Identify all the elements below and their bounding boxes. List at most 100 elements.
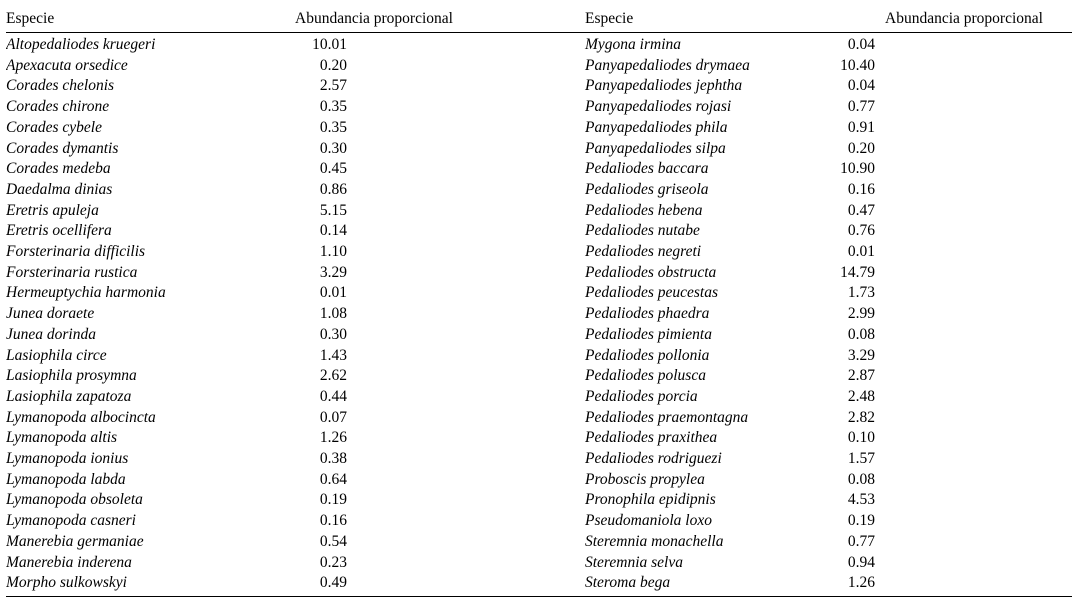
table-row: Manerebia germaniae 0.54 (6, 532, 539, 553)
table-row: Junea dorinda 0.30 (6, 325, 539, 346)
abundance-value: 0.14 (319, 222, 347, 240)
table-row: Corades medeba 0.45 (6, 159, 539, 180)
abundance-value: 0.91 (847, 118, 875, 136)
abundance-value: 0.16 (319, 512, 347, 530)
species-name: Lymanopoda ionius (6, 450, 129, 468)
table-row: Pseudomaniola loxo 0.19 (539, 511, 1072, 532)
species-name: Steremnia monachella (585, 532, 724, 550)
abundance-value: 1.26 (319, 429, 347, 447)
abundance-value: 0.64 (319, 470, 347, 488)
abundance-value: 0.01 (847, 243, 875, 261)
table-row: Lasiophila circe 1.43 (6, 346, 539, 367)
abundance-cell: 0.77 (825, 532, 1072, 553)
abundance-cell: 0.10 (825, 428, 1072, 449)
abundance-value: 0.04 (847, 36, 875, 53)
abundance-value: 0.86 (319, 180, 347, 198)
abundance-value: 0.54 (319, 532, 347, 550)
abundance-value: 0.35 (319, 118, 347, 136)
species-name: Lasiophila prosymna (6, 367, 137, 385)
table-row: Eretris apuleja 5.15 (6, 201, 539, 222)
species-name: Pedaliodes pimienta (585, 325, 712, 343)
table-row: Corades cybele 0.35 (6, 118, 539, 139)
abundance-value: 0.10 (847, 429, 875, 447)
abundance-cell: 4.53 (825, 490, 1072, 511)
abundance-cell: 2.57 (290, 76, 539, 97)
column-header-especie-right: Especie (585, 10, 634, 27)
species-name: Manerebia germaniae (6, 532, 144, 550)
column-header-abundancia-right: Abundancia proporcional (885, 10, 1043, 27)
table-row: Pedaliodes polusca 2.87 (539, 366, 1072, 387)
abundance-cell: 0.20 (825, 139, 1072, 160)
abundance-value: 0.38 (319, 450, 347, 468)
abundance-cell: 2.48 (825, 387, 1072, 408)
abundance-value: 1.26 (847, 574, 875, 592)
species-name: Proboscis propylea (585, 470, 705, 488)
table-row: Forsterinaria rustica 3.29 (6, 263, 539, 284)
abundance-cell: 5.15 (290, 201, 539, 222)
abundance-value: 0.47 (847, 201, 875, 219)
abundance-value: 0.76 (847, 222, 875, 240)
abundance-value: 2.82 (847, 408, 875, 426)
abundance-value: 4.53 (847, 491, 875, 509)
species-name: Pedaliodes hebena (585, 201, 703, 219)
abundance-cell: 2.82 (825, 408, 1072, 429)
abundance-cell: 0.16 (290, 511, 539, 532)
species-name: Forsterinaria rustica (6, 263, 138, 281)
species-name: Pedaliodes porcia (585, 387, 698, 405)
abundance-value: 3.29 (847, 346, 875, 364)
abundance-cell: 3.29 (290, 263, 539, 284)
abundance-cell: 0.86 (290, 180, 539, 201)
table-row: Proboscis propylea 0.08 (539, 470, 1072, 491)
table-row: Junea doraete 1.08 (6, 304, 539, 325)
species-name: Pedaliodes nutabe (585, 222, 700, 240)
table-row: Corades chelonis 2.57 (6, 76, 539, 97)
table-row: Panyapedaliodes rojasi 0.77 (539, 97, 1072, 118)
species-name: Panyapedaliodes silpa (585, 139, 726, 157)
table-row: Pronophila epidipnis 4.53 (539, 490, 1072, 511)
abundance-cell: 0.08 (825, 470, 1072, 491)
abundance-cell: 0.01 (290, 283, 539, 304)
table-row: Steremnia monachella 0.77 (539, 532, 1072, 553)
abundance-cell: 0.76 (825, 221, 1072, 242)
table-row: Morpho sulkowskyi 0.49 (6, 573, 539, 594)
abundance-cell: 0.64 (290, 470, 539, 491)
species-name: Panyapedaliodes jephtha (585, 77, 743, 95)
species-name: Apexacuta orsedice (6, 56, 128, 74)
species-name: Pedaliodes phaedra (585, 305, 710, 323)
abundance-value: 1.73 (847, 284, 875, 302)
species-name: Eretris apuleja (6, 201, 99, 219)
species-name: Pronophila epidipnis (585, 491, 716, 509)
abundance-value: 2.99 (847, 305, 875, 323)
abundance-cell: 10.40 (825, 56, 1072, 77)
species-name: Steremnia selva (585, 553, 683, 571)
abundance-cell: 2.99 (825, 304, 1072, 325)
table-row: Pedaliodes hebena 0.47 (539, 201, 1072, 222)
abundance-cell: 0.23 (290, 553, 539, 574)
abundance-cell: 1.26 (825, 573, 1072, 594)
species-name: Daedalma dinias (6, 180, 113, 198)
abundance-value: 1.10 (319, 243, 347, 261)
species-name: Morpho sulkowskyi (6, 574, 127, 592)
abundance-cell: 0.14 (290, 221, 539, 242)
bottom-rule (6, 595, 1072, 597)
table-row: Daedalma dinias 0.86 (6, 180, 539, 201)
abundance-value: 0.45 (319, 160, 347, 178)
abundance-value: 5.15 (319, 201, 347, 219)
table-row: Pedaliodes pimienta 0.08 (539, 325, 1072, 346)
abundance-value: 0.23 (319, 553, 347, 571)
species-name: Pedaliodes polusca (585, 367, 706, 385)
abundance-value: 0.08 (847, 325, 875, 343)
abundance-cell: 1.43 (290, 346, 539, 367)
abundance-value: 2.87 (847, 367, 875, 385)
species-name: Corades cybele (6, 118, 102, 136)
table-row: Lasiophila zapatoza 0.44 (6, 387, 539, 408)
table-row: Pedaliodes peucestas 1.73 (539, 283, 1072, 304)
abundance-cell: 0.45 (290, 159, 539, 180)
table-row: Steremnia selva 0.94 (539, 553, 1072, 574)
table-row: Steroma bega 1.26 (539, 573, 1072, 594)
abundance-value: 0.30 (319, 139, 347, 157)
abundance-value: 0.04 (847, 77, 875, 95)
abundance-value: 0.49 (319, 574, 347, 592)
header-rule (6, 32, 1072, 33)
abundance-value: 2.57 (319, 77, 347, 95)
